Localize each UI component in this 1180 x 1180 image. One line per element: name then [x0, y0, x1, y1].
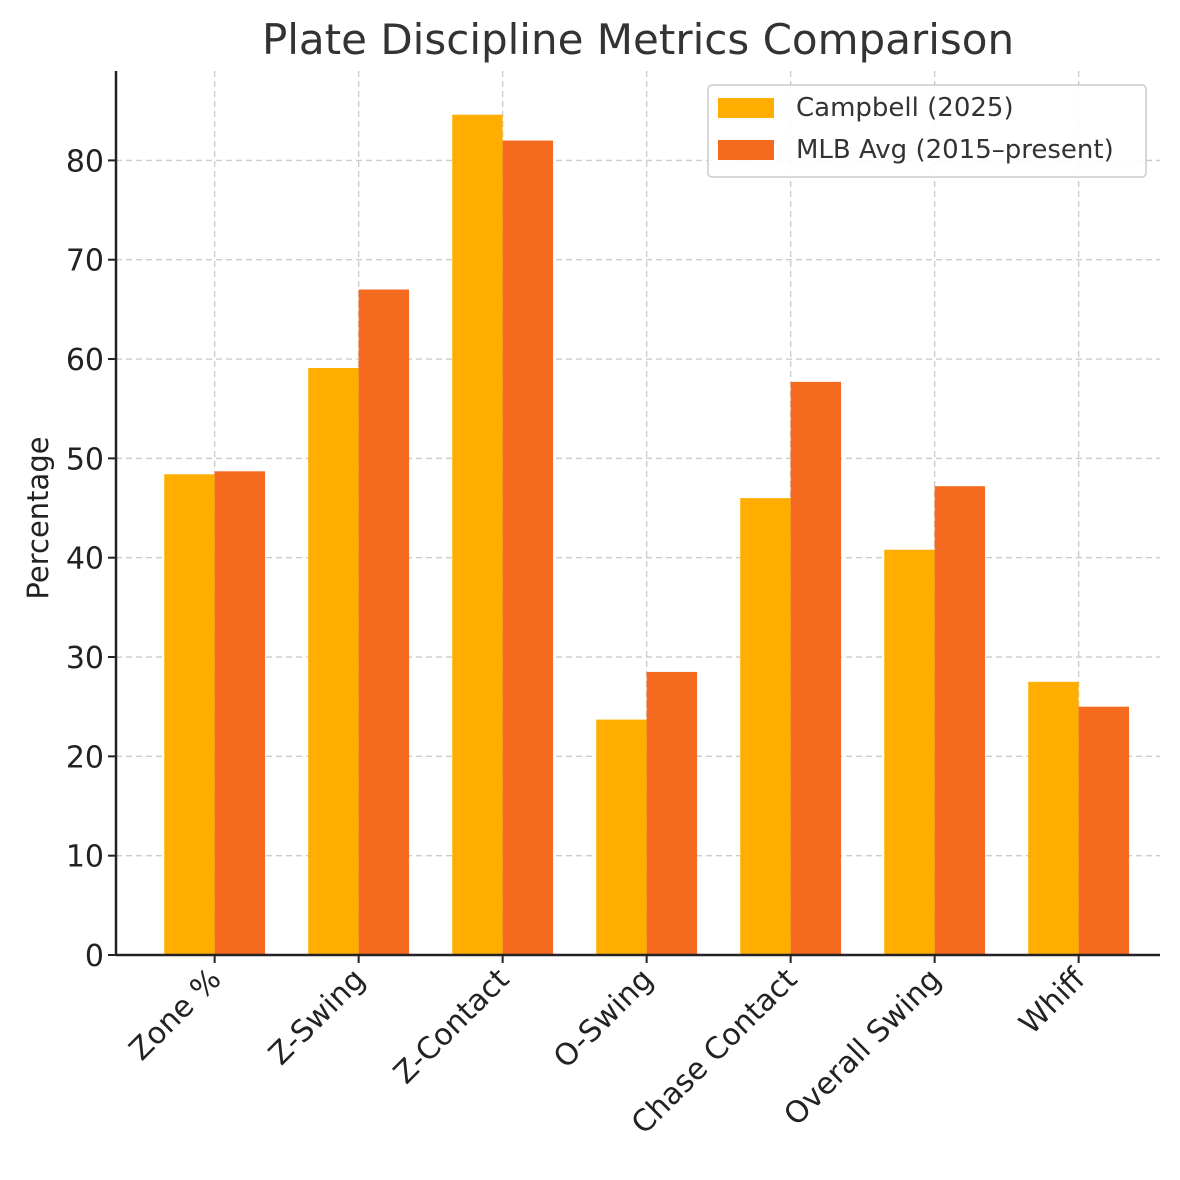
bar-campbell	[1028, 681, 1079, 955]
bar-campbell	[740, 498, 791, 955]
y-tick-label: 30	[66, 641, 104, 676]
x-tick-label: Z-Swing	[262, 962, 372, 1072]
axes	[108, 71, 1160, 963]
legend-label: Campbell (2025)	[796, 93, 1014, 123]
legend-swatch	[718, 98, 774, 118]
y-tick-label: 50	[66, 442, 104, 477]
legend-swatch	[718, 140, 774, 160]
y-tick-labels: 0 10 20 30 40 50 60 70 80	[66, 144, 104, 974]
x-tick-label: Zone %	[123, 962, 229, 1068]
bar-campbell	[308, 367, 359, 956]
y-tick-label: 60	[66, 343, 104, 378]
bar-campbell	[596, 719, 647, 955]
y-tick-label: 0	[85, 939, 104, 974]
bar-campbell	[452, 114, 503, 955]
x-tick-label: Z-Contact	[387, 962, 516, 1091]
bar-mlb-avg	[502, 140, 554, 956]
y-tick-label: 20	[66, 740, 104, 775]
bar-mlb-avg	[934, 486, 986, 955]
x-tick-label: Whiff	[1013, 961, 1094, 1042]
bar-campbell	[164, 474, 215, 955]
bar-campbell	[884, 549, 935, 955]
y-tick-label: 80	[66, 144, 104, 179]
bar-mlb-avg	[646, 671, 698, 955]
y-tick-label: 70	[66, 244, 104, 279]
legend: Campbell (2025) MLB Avg (2015–present)	[707, 84, 1147, 178]
y-tick-label: 10	[66, 840, 104, 875]
bars	[164, 114, 1130, 956]
bar-mlb-avg	[214, 471, 266, 955]
legend-box	[707, 84, 1147, 178]
legend-label: MLB Avg (2015–present)	[796, 135, 1114, 165]
bar-mlb-avg	[790, 381, 842, 955]
x-tick-label: O-Swing	[547, 962, 660, 1075]
y-axis-label: Percentage	[21, 436, 55, 599]
y-tick-label: 40	[66, 542, 104, 577]
bar-mlb-avg	[358, 289, 410, 955]
chart-title: Plate Discipline Metrics Comparison	[262, 15, 1014, 64]
bar-mlb-avg	[1078, 706, 1130, 955]
